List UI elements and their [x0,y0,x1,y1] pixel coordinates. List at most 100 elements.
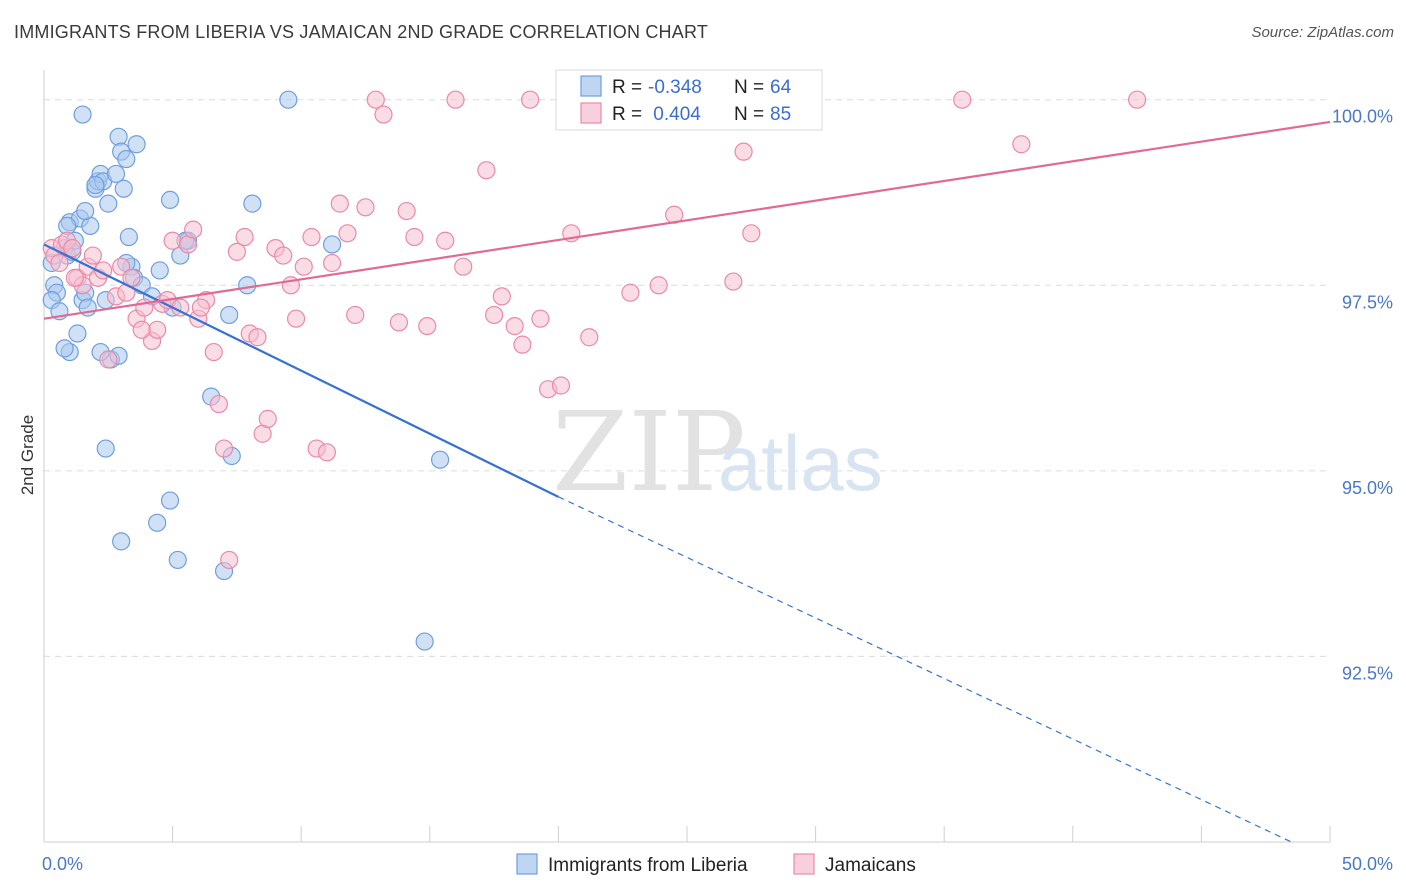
point-pink-50 [346,305,365,325]
watermark-atlas: atlas [718,419,883,507]
point-pink-46 [317,443,337,462]
series-legend-label-liberia: Immigrants from Liberia [548,855,748,876]
legend-n-label-2: N = [734,104,764,125]
y-tick-labels: 92.5% 95.0% 97.5% 100.0% [1332,107,1393,684]
series-legend-swatch-liberia [516,853,538,875]
point-pink-34 [235,227,254,247]
watermark-zip: ZIP [552,388,746,516]
point-pink-36 [248,328,267,347]
point-pink-77 [742,224,761,243]
point-blue-26 [109,127,128,146]
point-blue-56 [160,491,180,510]
point-pink-5 [63,239,82,258]
point-pink-72 [621,283,640,302]
point-pink-49 [338,224,357,243]
legend-r-value-1: -0.348 [648,77,702,98]
point-pink-44 [302,227,321,247]
point-pink-59 [446,90,465,109]
point-pink-57 [418,316,437,336]
series-legend-swatch-jamaicans [793,853,815,875]
point-blue-53 [96,439,115,458]
legend-r-label-2: R = [612,104,642,125]
point-pink-31 [214,439,234,458]
point-pink-2 [50,253,69,273]
data-points [42,90,1147,651]
point-pink-32 [220,550,239,570]
point-blue-46 [279,90,298,109]
point-blue-57 [168,550,187,570]
point-blue-55 [148,513,167,532]
point-pink-79 [953,90,972,109]
point-blue-33 [127,135,146,154]
point-pink-53 [374,105,393,124]
trend-lines [43,120,1331,843]
watermark: ZIP atlas [552,388,883,516]
source-label: Source: ZipAtlas.com [1251,24,1394,41]
point-pink-80 [1012,135,1031,154]
point-pink-61 [477,161,496,180]
legend-n-value-2: 85 [770,104,791,125]
point-blue-49 [430,450,450,469]
point-pink-30 [209,394,228,414]
y-tick-label-1: 95.0% [1342,478,1393,498]
y-tick-label-2: 97.5% [1342,292,1393,312]
point-blue-47 [322,235,342,254]
point-pink-43 [294,257,313,276]
point-pink-58 [436,231,455,250]
point-blue-36 [150,261,169,280]
point-blue-10 [68,324,87,343]
x-tick-label-1: 50.0% [1342,854,1393,874]
point-pink-75 [724,272,743,291]
point-pink-71 [580,328,599,347]
x-tick-label-0: 0.0% [42,854,83,874]
axes [43,70,1331,843]
point-pink-66 [521,90,540,109]
point-blue-17 [76,201,95,221]
legend-r-label-1: R = [612,77,642,98]
point-blue-37 [160,190,180,210]
point-blue-30 [119,227,138,247]
point-pink-42 [286,309,306,328]
series-legend: Immigrants from Liberia Jamaicans [516,853,916,876]
chart-title: IMMIGRANTS FROM LIBERIA VS JAMAICAN 2ND … [14,22,709,42]
point-pink-69 [551,376,571,395]
trend-line-pink [43,120,1331,320]
point-pink-12 [99,350,118,369]
point-pink-56 [405,227,424,247]
trend-line-dashed-blue [558,496,1292,843]
point-pink-29 [204,342,223,362]
point-blue-28 [114,179,133,198]
point-pink-62 [485,305,504,325]
legend-r-value-2: 0.404 [648,104,701,125]
point-pink-51 [356,198,375,217]
legend-swatch-blue [580,75,602,97]
point-pink-84 [65,268,84,287]
point-blue-29 [117,149,136,169]
trend-line-blue [43,243,559,498]
y-axis-label: 2nd Grade [18,415,37,495]
y-tick-label-3: 100.0% [1332,107,1393,127]
legend-n-value-1: 64 [770,77,792,98]
point-pink-47 [322,253,342,273]
point-blue-60 [86,175,105,195]
y-tick-label-0: 92.5% [1342,663,1393,683]
point-pink-33 [227,242,246,261]
point-blue-45 [243,194,262,213]
point-blue-50 [55,339,74,358]
point-blue-48 [415,632,434,651]
point-pink-48 [330,194,349,213]
point-pink-60 [454,257,473,276]
point-pink-63 [492,287,511,306]
point-pink-76 [734,142,753,161]
point-blue-54 [112,532,131,551]
series-legend-label-jamaicans: Jamaicans [825,855,916,876]
point-pink-64 [505,316,524,336]
point-pink-40 [274,246,293,265]
point-blue-23 [99,194,118,213]
point-pink-83 [132,320,151,339]
point-pink-26 [184,220,203,239]
grid-lines [44,99,1330,657]
point-blue-59 [73,105,92,124]
point-pink-23 [163,231,182,250]
